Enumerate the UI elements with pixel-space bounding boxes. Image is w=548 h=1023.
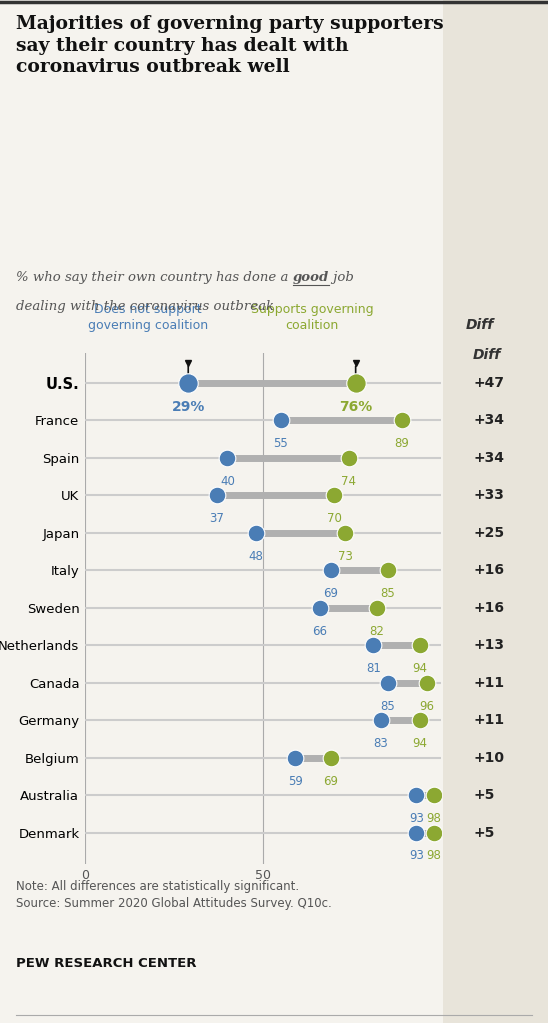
Text: +16: +16 — [473, 564, 504, 577]
Text: 59: 59 — [288, 774, 302, 788]
Text: 66: 66 — [312, 625, 328, 637]
Text: 98: 98 — [426, 849, 442, 862]
Text: +16: +16 — [473, 601, 504, 615]
Text: 70: 70 — [327, 513, 342, 525]
Text: +33: +33 — [473, 488, 504, 502]
Text: 85: 85 — [380, 587, 395, 601]
Text: Note: All differences are statistically significant.
Source: Summer 2020 Global : Note: All differences are statistically … — [16, 880, 332, 909]
Text: 83: 83 — [373, 737, 388, 750]
Text: good: good — [293, 271, 329, 284]
Text: job: job — [329, 271, 354, 284]
Text: 96: 96 — [419, 700, 435, 713]
Text: 69: 69 — [323, 587, 338, 601]
Text: 55: 55 — [273, 437, 288, 450]
Text: +34: +34 — [473, 413, 504, 428]
Text: 76%: 76% — [339, 400, 372, 413]
Text: Diff: Diff — [465, 318, 494, 332]
Text: 89: 89 — [395, 437, 409, 450]
Text: 94: 94 — [412, 737, 427, 750]
Text: 40: 40 — [220, 475, 235, 488]
Text: 37: 37 — [209, 513, 224, 525]
Text: dealing with the coronavirus outbreak: dealing with the coronavirus outbreak — [16, 300, 275, 313]
Text: 98: 98 — [426, 812, 442, 825]
Text: 93: 93 — [409, 849, 424, 862]
Text: +47: +47 — [473, 375, 504, 390]
Text: +11: +11 — [473, 676, 504, 690]
Text: Majorities of governing party supporters
say their country has dealt with
corona: Majorities of governing party supporters… — [16, 15, 444, 77]
Text: +34: +34 — [473, 451, 504, 464]
Text: Supports governing
coalition: Supports governing coalition — [251, 304, 374, 332]
Text: +5: +5 — [473, 826, 495, 840]
Text: +11: +11 — [473, 713, 504, 727]
Text: 93: 93 — [409, 812, 424, 825]
Text: 81: 81 — [366, 662, 381, 675]
Text: +10: +10 — [473, 751, 504, 764]
Text: +13: +13 — [473, 638, 504, 653]
Text: 74: 74 — [341, 475, 356, 488]
Text: PEW RESEARCH CENTER: PEW RESEARCH CENTER — [16, 957, 197, 970]
Text: Does not support
governing coalition: Does not support governing coalition — [88, 304, 208, 332]
Text: 69: 69 — [323, 774, 338, 788]
Text: Diff: Diff — [473, 348, 501, 362]
Text: 94: 94 — [412, 662, 427, 675]
Text: +5: +5 — [473, 788, 495, 802]
Text: 82: 82 — [369, 625, 385, 637]
Text: 48: 48 — [248, 549, 264, 563]
Text: 73: 73 — [338, 549, 352, 563]
Text: +25: +25 — [473, 526, 504, 540]
Text: % who say their own country has done a: % who say their own country has done a — [16, 271, 293, 284]
Text: 85: 85 — [380, 700, 395, 713]
Text: 29%: 29% — [172, 400, 205, 413]
